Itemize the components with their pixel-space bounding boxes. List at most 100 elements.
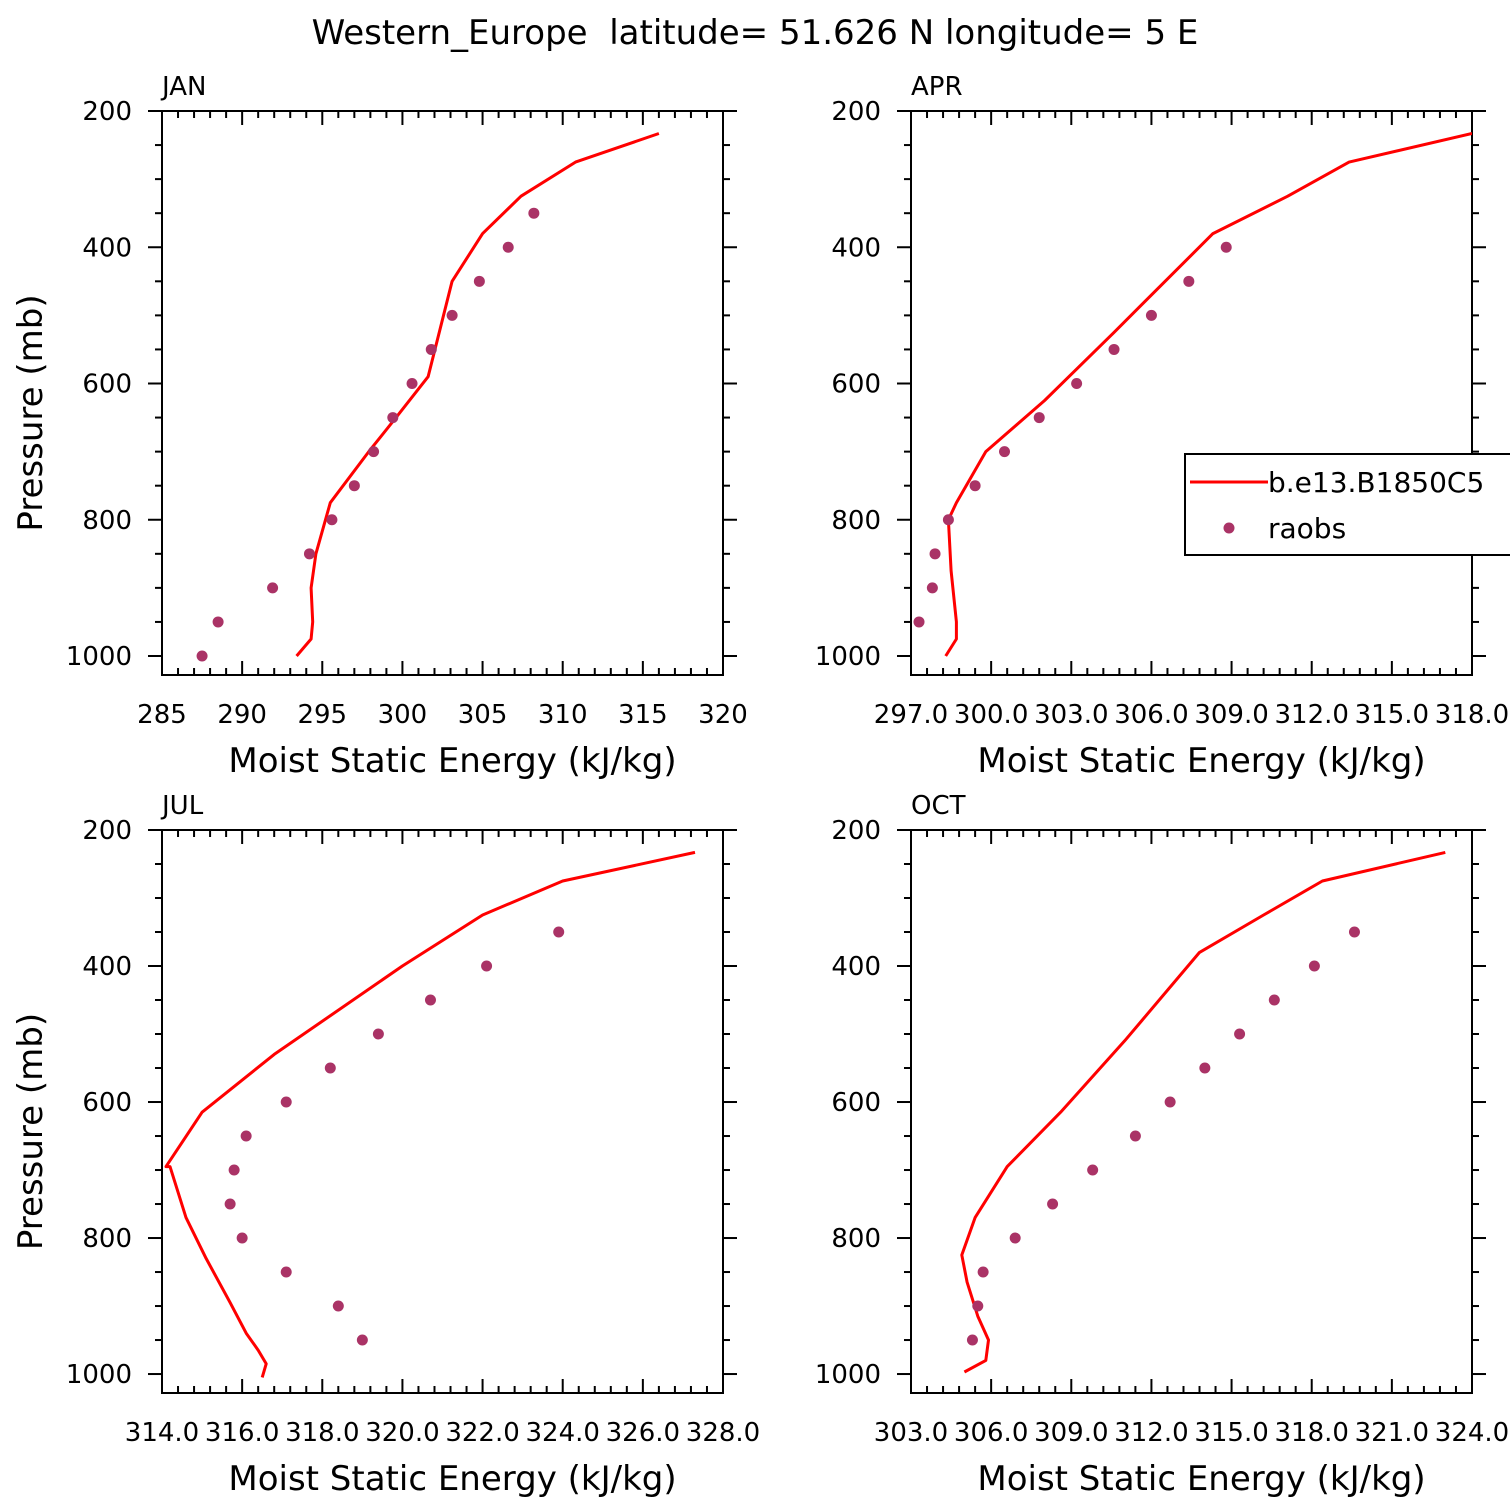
series-line-model (960, 850, 1446, 1374)
obs-point (1108, 343, 1120, 355)
obs-point (280, 1266, 292, 1278)
obs-point (929, 548, 941, 560)
x-tick-label: 306.0 (1114, 700, 1188, 730)
x-tick-label: 303.0 (874, 1418, 948, 1448)
panel-title: OCT (911, 791, 966, 821)
figure-title: Western_Europe latitude= 51.626 N longit… (312, 13, 1199, 53)
y-tick-label: 400 (82, 952, 132, 982)
x-tick-label: 318.0 (1274, 1418, 1348, 1448)
x-axis-label: Moist Static Energy (kJ/kg) (228, 1459, 676, 1499)
y-tick-label: 200 (831, 97, 881, 127)
obs-point (212, 616, 224, 628)
x-axis-label: Moist Static Energy (kJ/kg) (977, 741, 1425, 781)
obs-point (1087, 1164, 1099, 1176)
obs-point (280, 1096, 292, 1108)
obs-point (236, 1232, 248, 1244)
x-tick-label: 320 (698, 700, 748, 730)
plot-frame (161, 110, 724, 676)
obs-point (224, 1198, 236, 1210)
y-tick-label: 800 (831, 1224, 881, 1254)
y-tick-label: 800 (831, 506, 881, 536)
series-line-model (164, 850, 696, 1378)
obs-point (1129, 1130, 1141, 1142)
plot-data (913, 132, 1472, 657)
obs-point (942, 514, 954, 526)
legend-dot-swatch (1223, 522, 1235, 534)
obs-point (228, 1164, 240, 1176)
obs-point (446, 309, 458, 321)
plot-data (164, 850, 696, 1378)
obs-point (473, 275, 485, 287)
obs-point (356, 1334, 368, 1346)
obs-point (303, 548, 315, 560)
panel-jan: JAN 285 290 295 300 305 310 315 320 200 400 600 800 1… (11, 72, 748, 781)
x-tick-label: 324.0 (525, 1418, 599, 1448)
obs-point (1145, 309, 1157, 321)
x-tick-label: 300 (378, 700, 428, 730)
obs-point (553, 926, 565, 938)
y-tick-label: 800 (82, 506, 132, 536)
obs-point (1009, 1232, 1021, 1244)
x-tick-label: 315.0 (1194, 1418, 1268, 1448)
y-tick-label: 400 (82, 233, 132, 263)
obs-point (1183, 275, 1195, 287)
panel-jul: JUL 314.0 316.0 318.0 320.0 322.0 324.0 326.0 32… (11, 791, 760, 1499)
obs-point (972, 1300, 984, 1312)
y-tick-label: 600 (831, 370, 881, 400)
x-tick-label: 285 (137, 700, 187, 730)
y-tick-label: 200 (831, 816, 881, 846)
x-tick-label: 322.0 (445, 1418, 519, 1448)
x-tick-label: 310 (538, 700, 588, 730)
panel-title: JAN (160, 72, 206, 102)
obs-point (348, 480, 360, 492)
x-tick-label: 309.0 (1034, 1418, 1108, 1448)
obs-point (368, 446, 380, 458)
plot-data (196, 132, 660, 662)
obs-point (913, 616, 925, 628)
obs-point (424, 994, 436, 1006)
obs-point (1308, 960, 1320, 972)
legend: b.e13.B1850C5 raobs (1184, 453, 1510, 556)
obs-point (196, 650, 208, 662)
plot-frame (161, 829, 724, 1394)
obs-point (324, 1062, 336, 1074)
obs-point (966, 1334, 978, 1346)
obs-point (1164, 1096, 1176, 1108)
obs-point (1047, 1198, 1059, 1210)
obs-point (481, 960, 493, 972)
y-tick-label: 1000 (815, 1360, 881, 1390)
y-tick-label: 600 (831, 1088, 881, 1118)
x-tick-label: 300.0 (954, 700, 1028, 730)
obs-point (1348, 926, 1360, 938)
x-tick-label: 297.0 (874, 700, 948, 730)
obs-point (1234, 1028, 1246, 1040)
x-tick-label: 314.0 (125, 1418, 199, 1448)
legend-box (1184, 453, 1510, 556)
x-axis-label: Moist Static Energy (kJ/kg) (228, 741, 676, 781)
y-tick-label: 200 (82, 97, 132, 127)
x-tick-label: 318.0 (285, 1418, 359, 1448)
obs-point (502, 241, 514, 253)
series-line-model (944, 132, 1472, 657)
x-tick-label: 290 (217, 700, 267, 730)
obs-point (267, 582, 279, 594)
x-tick-label: 326.0 (606, 1418, 680, 1448)
x-tick-label: 320.0 (365, 1418, 439, 1448)
x-tick-label: 315.0 (1355, 700, 1429, 730)
obs-point (977, 1266, 989, 1278)
obs-point (332, 1300, 344, 1312)
legend-label-obs: raobs (1268, 512, 1346, 545)
x-tick-label: 312.0 (1274, 700, 1348, 730)
y-tick-label: 400 (831, 233, 881, 263)
x-tick-label: 312.0 (1114, 1418, 1188, 1448)
y-tick-label: 1000 (66, 1360, 132, 1390)
x-tick-label: 306.0 (954, 1418, 1028, 1448)
series-line-model (295, 132, 660, 657)
y-axis-label: Pressure (mb) (11, 1013, 51, 1250)
x-tick-label: 295 (297, 700, 347, 730)
y-axis-label: Pressure (mb) (11, 294, 51, 531)
obs-point (1033, 412, 1045, 424)
y-tick-label: 600 (82, 1088, 132, 1118)
obs-point (406, 378, 418, 389)
